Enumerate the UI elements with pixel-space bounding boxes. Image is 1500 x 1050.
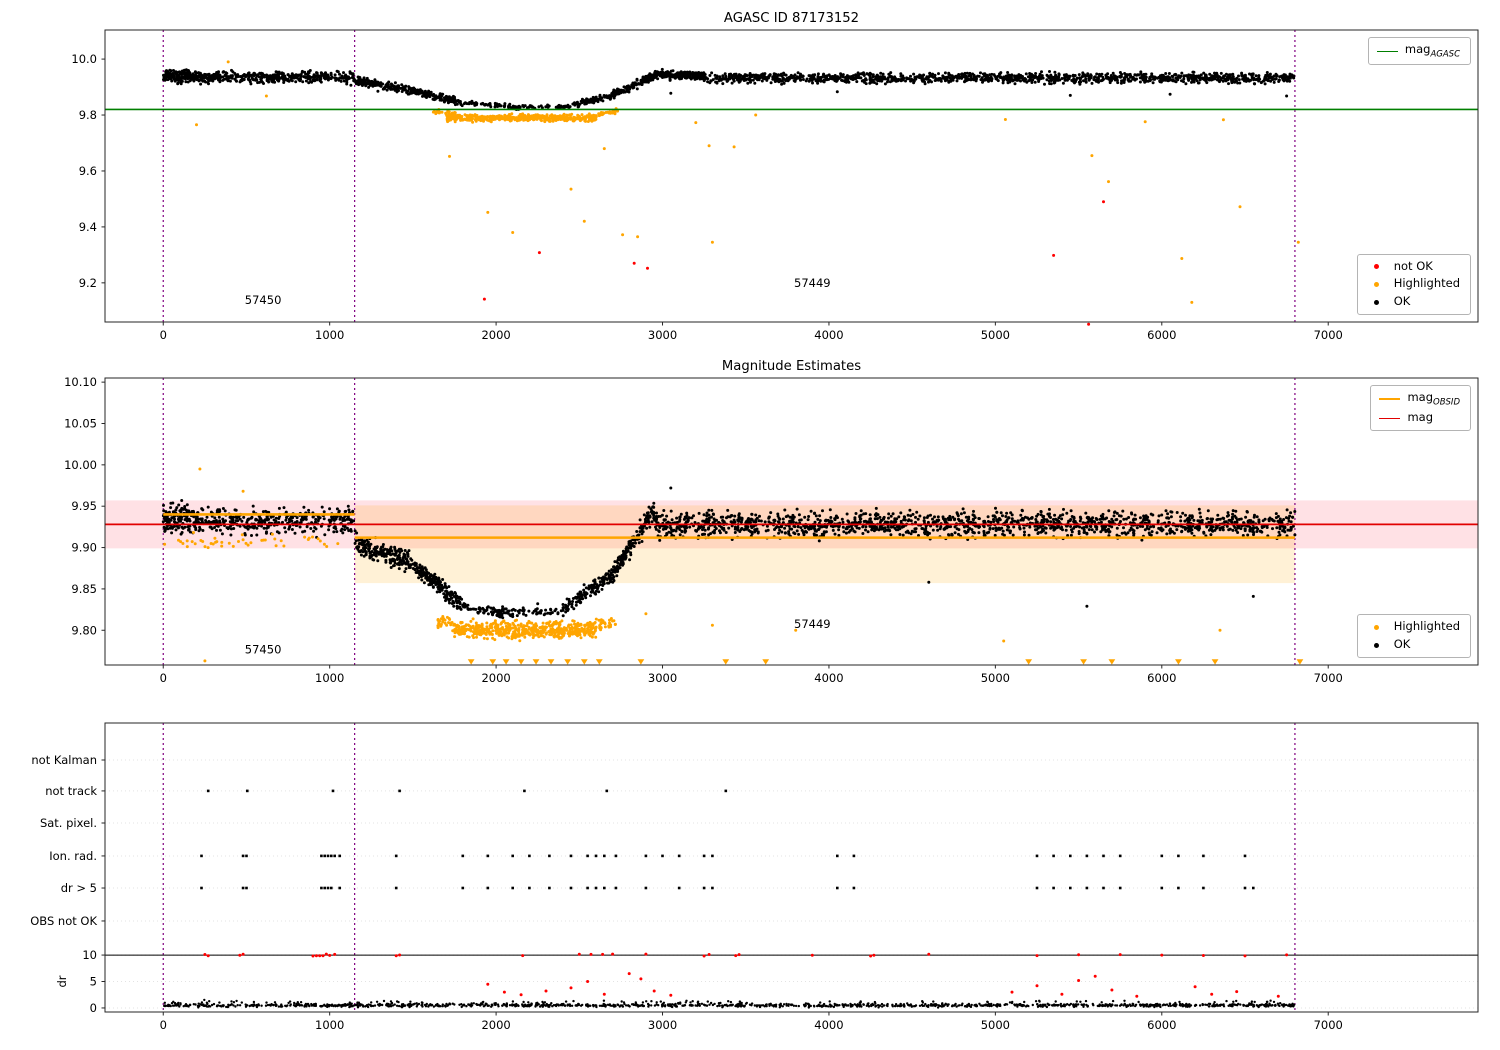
axes-frame (104, 722, 1479, 1013)
x-tick-label: 0 (160, 1018, 167, 1032)
obsid-boundary-lines (162, 30, 1296, 322)
y-tick-label: 10.00 (64, 458, 97, 472)
x-tick-label: 4000 (814, 671, 843, 685)
flag-row-label: not Kalman (31, 753, 97, 767)
flag-row-dr-5 (200, 886, 1255, 890)
x-tick-label: 1000 (315, 1018, 344, 1032)
x-tick-label: 3000 (648, 671, 677, 685)
y-tick-label: 9.4 (79, 220, 97, 234)
annotation-obsid: 57450 (245, 293, 282, 307)
flag-row-label: Ion. rad. (49, 849, 97, 863)
x-tick-label: 6000 (1147, 328, 1176, 342)
y-tick-label: 10.0 (71, 52, 97, 66)
dr-axis-label: dr (55, 975, 69, 987)
y-tick-label: 9.90 (71, 541, 97, 555)
x-tick-label: 0 (160, 671, 167, 685)
x-tick-label: 7000 (1314, 328, 1343, 342)
plot-flags: not Kalman not track Sat. pixel. Ion. rad. d… (30, 722, 1479, 1032)
series-not-ok (482, 200, 1105, 326)
dr-tick-label: 10 (82, 948, 97, 962)
x-tick-label: 6000 (1147, 1018, 1176, 1032)
x-tick-label: 5000 (981, 328, 1010, 342)
shaded-band (354, 505, 1295, 584)
flag-row-label: Sat. pixel. (40, 816, 97, 830)
y-tick-label: 10.05 (64, 416, 97, 430)
x-tick-label: 7000 (1314, 671, 1343, 685)
x-tick-label: 1000 (315, 671, 344, 685)
annotation-obsid: 57449 (794, 276, 831, 290)
series-highlighted (163, 467, 1304, 665)
y-tick-label: 9.80 (71, 623, 97, 637)
x-tick-label: 6000 (1147, 671, 1176, 685)
axes-frame (104, 29, 1479, 323)
x-tick-label: 2000 (481, 328, 510, 342)
obsid-boundary-lines (162, 723, 1296, 1012)
x-tick-label: 1000 (315, 328, 344, 342)
dr-tick-label: 5 (90, 975, 97, 989)
dr-tick-label: 0 (90, 1001, 97, 1015)
plot-title: AGASC ID 87173152 (724, 11, 859, 26)
series-dr-ok (163, 998, 1296, 1009)
x-tick-label: 4000 (814, 1018, 843, 1032)
y-tick-label: 9.95 (71, 499, 97, 513)
x-tick-label: 7000 (1314, 1018, 1343, 1032)
flag-row-label: not track (45, 784, 97, 798)
series-highlighted (195, 60, 1300, 304)
y-tick-label: 10.10 (64, 375, 97, 389)
x-tick-label: 0 (160, 328, 167, 342)
series-dr-bad (203, 952, 1289, 998)
x-tick-label: 3000 (648, 328, 677, 342)
flag-row-ion-rad- (200, 854, 1247, 858)
x-tick-label: 2000 (481, 671, 510, 685)
x-tick-label: 5000 (981, 1018, 1010, 1032)
series-ok (162, 67, 1296, 111)
annotation-obsid: 57449 (794, 617, 831, 631)
y-tick-label: 9.85 (71, 582, 97, 596)
y-tick-label: 9.6 (79, 164, 97, 178)
flag-row-label: dr > 5 (61, 881, 97, 895)
plot-estimates: 57450 57449 10.10 10.05 10.00 9.95 9.90 9.85 9.8… (64, 359, 1479, 685)
flag-row-not-track (206, 789, 728, 793)
x-tick-label: 2000 (481, 1018, 510, 1032)
x-tick-label: 5000 (981, 671, 1010, 685)
x-tick-label: 4000 (814, 328, 843, 342)
plot-agasc: 57450 57449 10.0 9.8 9.6 9.4 9.2 AGASC ID 87173… (71, 11, 1479, 342)
y-tick-label: 9.8 (79, 108, 97, 122)
y-tick-label: 9.2 (79, 276, 97, 290)
plot-title: Magnitude Estimates (722, 359, 861, 374)
x-tick-label: 3000 (648, 1018, 677, 1032)
axes-frame (104, 377, 1479, 666)
flag-row-label: OBS not OK (30, 914, 97, 928)
annotation-obsid: 57450 (245, 642, 282, 656)
